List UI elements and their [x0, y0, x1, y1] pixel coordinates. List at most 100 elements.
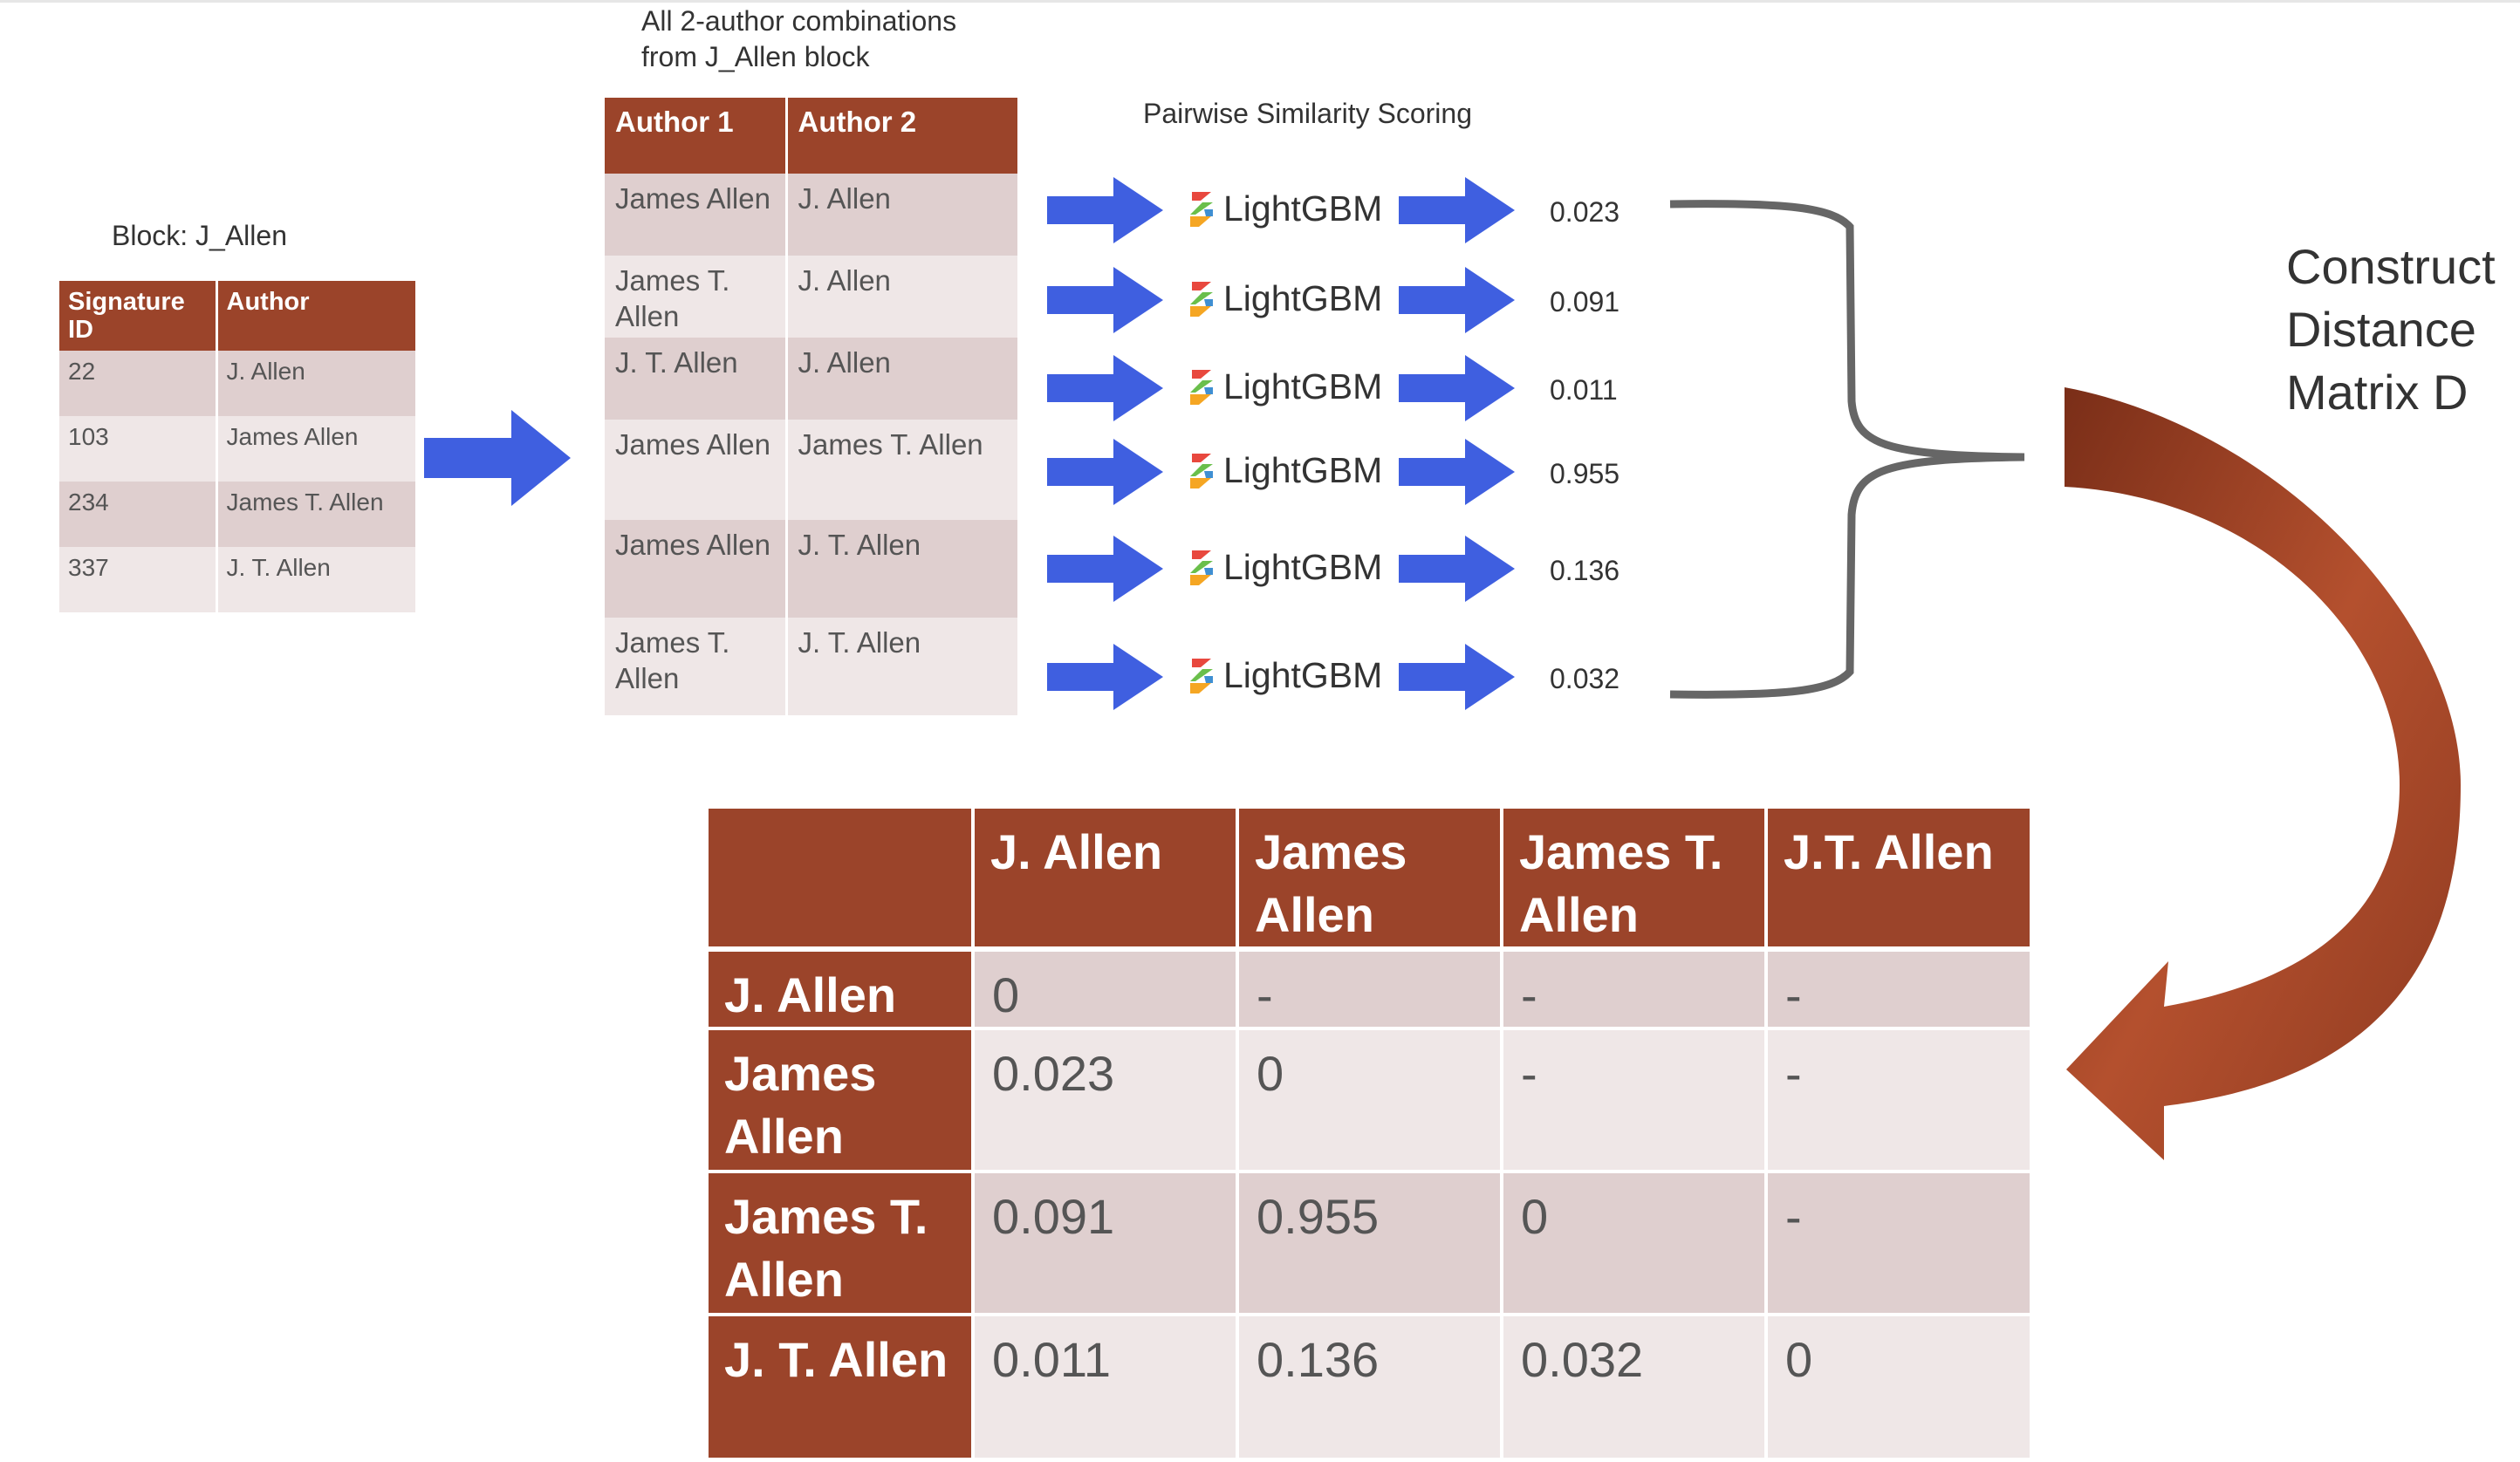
table-row: James T. Allen J. Allen	[605, 256, 1017, 338]
table-row: James T. Allen J. T. Allen	[605, 618, 1017, 715]
distance-matrix-table: J. Allen James Allen James T. Allen J.T.…	[709, 809, 2030, 1458]
matrix-cell: 0.032	[1502, 1315, 1768, 1458]
input-arrow-icon	[1047, 267, 1163, 333]
input-arrow-icon	[1047, 644, 1163, 710]
lightgbm-box: LightGBM	[1187, 547, 1382, 588]
pairs-header-author-1: Author 1	[605, 98, 788, 174]
similarity-score: 0.011	[1550, 374, 1618, 406]
lightgbm-box: LightGBM	[1187, 188, 1382, 229]
block-header-row: Signature ID Author	[59, 281, 415, 351]
table-row: 103 James Allen	[59, 416, 415, 482]
block-label: Block: J_Allen	[112, 220, 287, 251]
lightgbm-label: LightGBM	[1223, 188, 1383, 229]
matrix-row-header: J. T. Allen	[709, 1315, 975, 1458]
author-1-cell: James T. Allen	[605, 618, 788, 715]
author-1-cell: James T. Allen	[605, 256, 788, 338]
curved-arrow-icon	[2065, 387, 2461, 1160]
input-arrow-icon	[1047, 177, 1163, 243]
matrix-cell: 0	[1785, 1332, 1813, 1387]
matrix-cell: 0	[1502, 1172, 1768, 1316]
similarity-score: 0.136	[1550, 555, 1620, 586]
author-1-cell: James Allen	[605, 520, 788, 618]
similarity-score: 0.091	[1550, 286, 1620, 318]
table-row: James Allen J. T. Allen	[605, 520, 1017, 618]
matrix-cell: 0.023	[973, 1028, 1239, 1173]
matrix-cell: -	[1766, 1028, 2030, 1173]
matrix-cell: 0.011	[973, 1315, 1239, 1458]
construct-line2: Distance	[2286, 302, 2476, 357]
author-1-cell: James Allen	[605, 420, 788, 520]
matrix-corner-cell	[709, 809, 975, 952]
lightgbm-logo-icon	[1190, 369, 1213, 405]
input-arrow-icon	[1047, 439, 1163, 505]
lightgbm-logo-icon	[1190, 550, 1213, 585]
matrix-cell: 0.136	[1237, 1315, 1503, 1458]
lightgbm-box: LightGBM	[1187, 450, 1382, 491]
author-cell: James T. Allen	[226, 488, 384, 516]
lightgbm-box: LightGBM	[1187, 278, 1382, 319]
matrix-cell: 0	[973, 949, 1239, 1030]
scoring-title: Pairwise Similarity Scoring	[1143, 98, 1472, 129]
output-arrow-icon	[1399, 177, 1515, 243]
matrix-cell: -	[1502, 1028, 1768, 1173]
output-arrow-icon	[1399, 439, 1515, 505]
matrix-cell: -	[1237, 949, 1503, 1030]
matrix-row-header: James Allen	[709, 1028, 975, 1173]
block-to-pairs-arrow-icon	[424, 410, 571, 506]
lightgbm-logo-icon	[1190, 191, 1213, 227]
lightgbm-logo-icon	[1190, 281, 1213, 317]
output-arrow-icon	[1399, 355, 1515, 421]
signature-id-cell: 103	[59, 416, 218, 482]
author-2-cell: J. Allen	[798, 182, 891, 215]
construct-line3: Matrix D	[2286, 365, 2469, 420]
output-arrow-icon	[1399, 267, 1515, 333]
similarity-score: 0.955	[1550, 458, 1620, 489]
lightgbm-label: LightGBM	[1223, 278, 1383, 318]
table-row: James Allen James T. Allen	[605, 420, 1017, 520]
matrix-cell: -	[1502, 949, 1768, 1030]
matrix-row: J. T. Allen 0.011 0.136 0.032 0	[709, 1315, 2030, 1458]
pairs-caption-line1: All 2-author combinations	[641, 5, 957, 37]
table-row: J. T. Allen J. Allen	[605, 338, 1017, 420]
pairs-caption-line2: from J_Allen block	[641, 41, 870, 72]
input-arrow-icon	[1047, 536, 1163, 602]
table-row: 337 J. T. Allen	[59, 547, 415, 612]
author-2-cell: James T. Allen	[798, 428, 983, 461]
matrix-col-header: J.T. Allen	[1766, 809, 2030, 952]
matrix-row: James Allen 0.023 0 - -	[709, 1028, 2030, 1173]
matrix-row: J. Allen 0 - - -	[709, 949, 2030, 1030]
lightgbm-label: LightGBM	[1223, 450, 1383, 490]
signature-id-cell: 234	[59, 482, 218, 547]
signature-id-cell: 22	[59, 351, 218, 416]
block-header-author: Author	[226, 288, 310, 316]
table-row: James Allen J. Allen	[605, 174, 1017, 256]
matrix-cell: -	[1766, 949, 2030, 1030]
lightgbm-label: LightGBM	[1223, 366, 1383, 406]
author-2-cell: J. T. Allen	[798, 529, 921, 561]
table-row: 22 J. Allen	[59, 351, 415, 416]
lightgbm-box: LightGBM	[1187, 655, 1382, 696]
matrix-cell: 0.955	[1237, 1172, 1503, 1316]
author-2-cell: J. Allen	[798, 346, 891, 379]
matrix-row-header: James T. Allen	[709, 1172, 975, 1316]
lightgbm-label: LightGBM	[1223, 547, 1383, 587]
author-1-cell: James Allen	[605, 174, 788, 256]
matrix-row-header: J. Allen	[709, 949, 975, 1030]
similarity-score: 0.032	[1550, 663, 1620, 694]
lightgbm-logo-icon	[1190, 453, 1213, 488]
pairs-header-author-2: Author 2	[798, 106, 917, 138]
pairs-header-row: Author 1 Author 2	[605, 98, 1017, 174]
author-cell: J. T. Allen	[226, 554, 331, 581]
author-1-cell: J. T. Allen	[605, 338, 788, 420]
matrix-header-row: J. Allen James Allen James T. Allen J.T.…	[709, 809, 2030, 952]
signature-id-cell: 337	[59, 547, 218, 612]
matrix-col-header: J. Allen	[973, 809, 1239, 952]
grouping-bracket	[1669, 200, 2025, 699]
table-row: 234 James T. Allen	[59, 482, 415, 547]
construct-line1: Construct	[2286, 239, 2496, 294]
matrix-row: James T. Allen 0.091 0.955 0 -	[709, 1172, 2030, 1316]
matrix-cell: 0.091	[973, 1172, 1239, 1316]
output-arrow-icon	[1399, 536, 1515, 602]
matrix-cell: 0	[1237, 1028, 1503, 1173]
matrix-col-header: James T. Allen	[1502, 809, 1768, 952]
